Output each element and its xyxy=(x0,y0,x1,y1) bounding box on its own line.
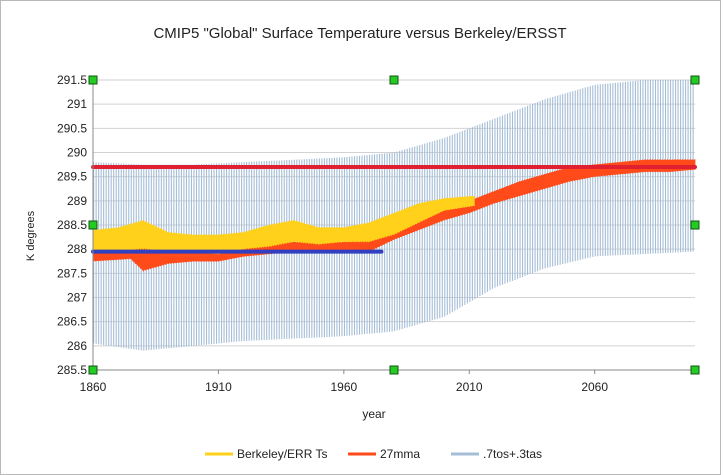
selection-handles[interactable] xyxy=(88,75,700,375)
y-tick-label: 288 xyxy=(67,242,87,256)
legend-label: 27mma xyxy=(380,447,420,461)
selection-handle[interactable] xyxy=(690,365,700,375)
chart-title: CMIP5 "Global" Surface Temperature versu… xyxy=(153,25,566,42)
selection-handle[interactable] xyxy=(389,365,399,375)
legend-label: Berkeley/ERR Ts xyxy=(237,447,327,461)
legend-label: .7tos+.3tas xyxy=(483,447,542,461)
y-tick-label: 288.5 xyxy=(57,218,87,232)
y-tick-label: 289 xyxy=(67,194,87,208)
y-tick-label: 286 xyxy=(67,339,87,353)
selection-handle[interactable] xyxy=(690,220,700,230)
y-axis-label: K degrees xyxy=(25,210,37,261)
y-tick-label: 291.5 xyxy=(57,73,87,87)
y-tick-label: 287.5 xyxy=(57,266,87,280)
reference-lines xyxy=(91,165,697,254)
y-tick-label: 287 xyxy=(67,291,87,305)
selection-handle[interactable] xyxy=(88,365,98,375)
x-tick-label: 1960 xyxy=(330,380,357,394)
selection-handle[interactable] xyxy=(88,220,98,230)
selection-handle[interactable] xyxy=(690,75,700,85)
x-tick-label: 1910 xyxy=(205,380,232,394)
x-tick-label: 1860 xyxy=(80,380,107,394)
y-tick-label: 291 xyxy=(67,97,87,111)
y-tick-label: 289.5 xyxy=(57,170,87,184)
legend: Berkeley/ERR Ts 27mma .7tos+.3tas xyxy=(205,447,542,461)
y-tick-label: 286.5 xyxy=(57,315,87,329)
selection-handle[interactable] xyxy=(88,75,98,85)
x-tick-label: 2060 xyxy=(581,380,608,394)
x-tick-labels: 1860 1910 1960 2010 2060 xyxy=(80,370,608,394)
y-tick-label: 290 xyxy=(67,146,87,160)
selection-handle[interactable] xyxy=(389,75,399,85)
y-tick-label: 285.5 xyxy=(57,363,87,377)
x-axis-label: year xyxy=(362,407,385,421)
y-tick-labels: 285.5 286 286.5 287 287.5 288 288.5 289 289.5 290… xyxy=(57,73,87,377)
x-tick-label: 2010 xyxy=(456,380,483,394)
y-tick-label: 290.5 xyxy=(57,121,87,135)
